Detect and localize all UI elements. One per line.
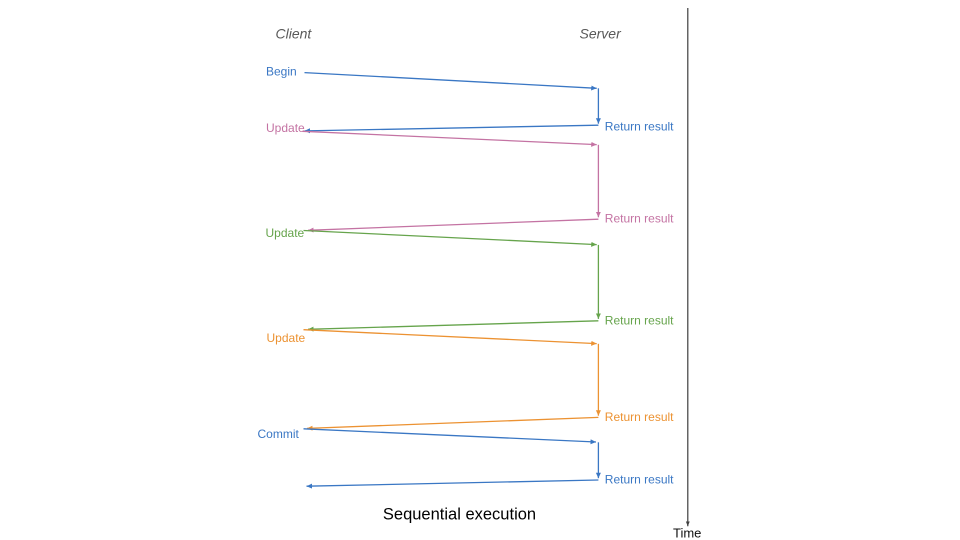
svg-text:Time: Time (673, 526, 701, 540)
svg-text:Return result: Return result (605, 473, 674, 487)
svg-text:Server: Server (580, 26, 623, 42)
svg-text:Update: Update (267, 331, 306, 345)
svg-text:Return result: Return result (605, 410, 674, 424)
svg-text:Return result: Return result (605, 120, 674, 134)
svg-text:Commit: Commit (258, 427, 300, 441)
svg-text:Update: Update (266, 226, 305, 240)
svg-text:Begin: Begin (266, 64, 297, 78)
svg-text:Update: Update (266, 121, 305, 135)
svg-text:Client: Client (276, 26, 313, 42)
svg-text:Return result: Return result (605, 314, 674, 328)
svg-text:Return result: Return result (605, 212, 674, 226)
svg-text:Sequential execution: Sequential execution (383, 506, 536, 524)
